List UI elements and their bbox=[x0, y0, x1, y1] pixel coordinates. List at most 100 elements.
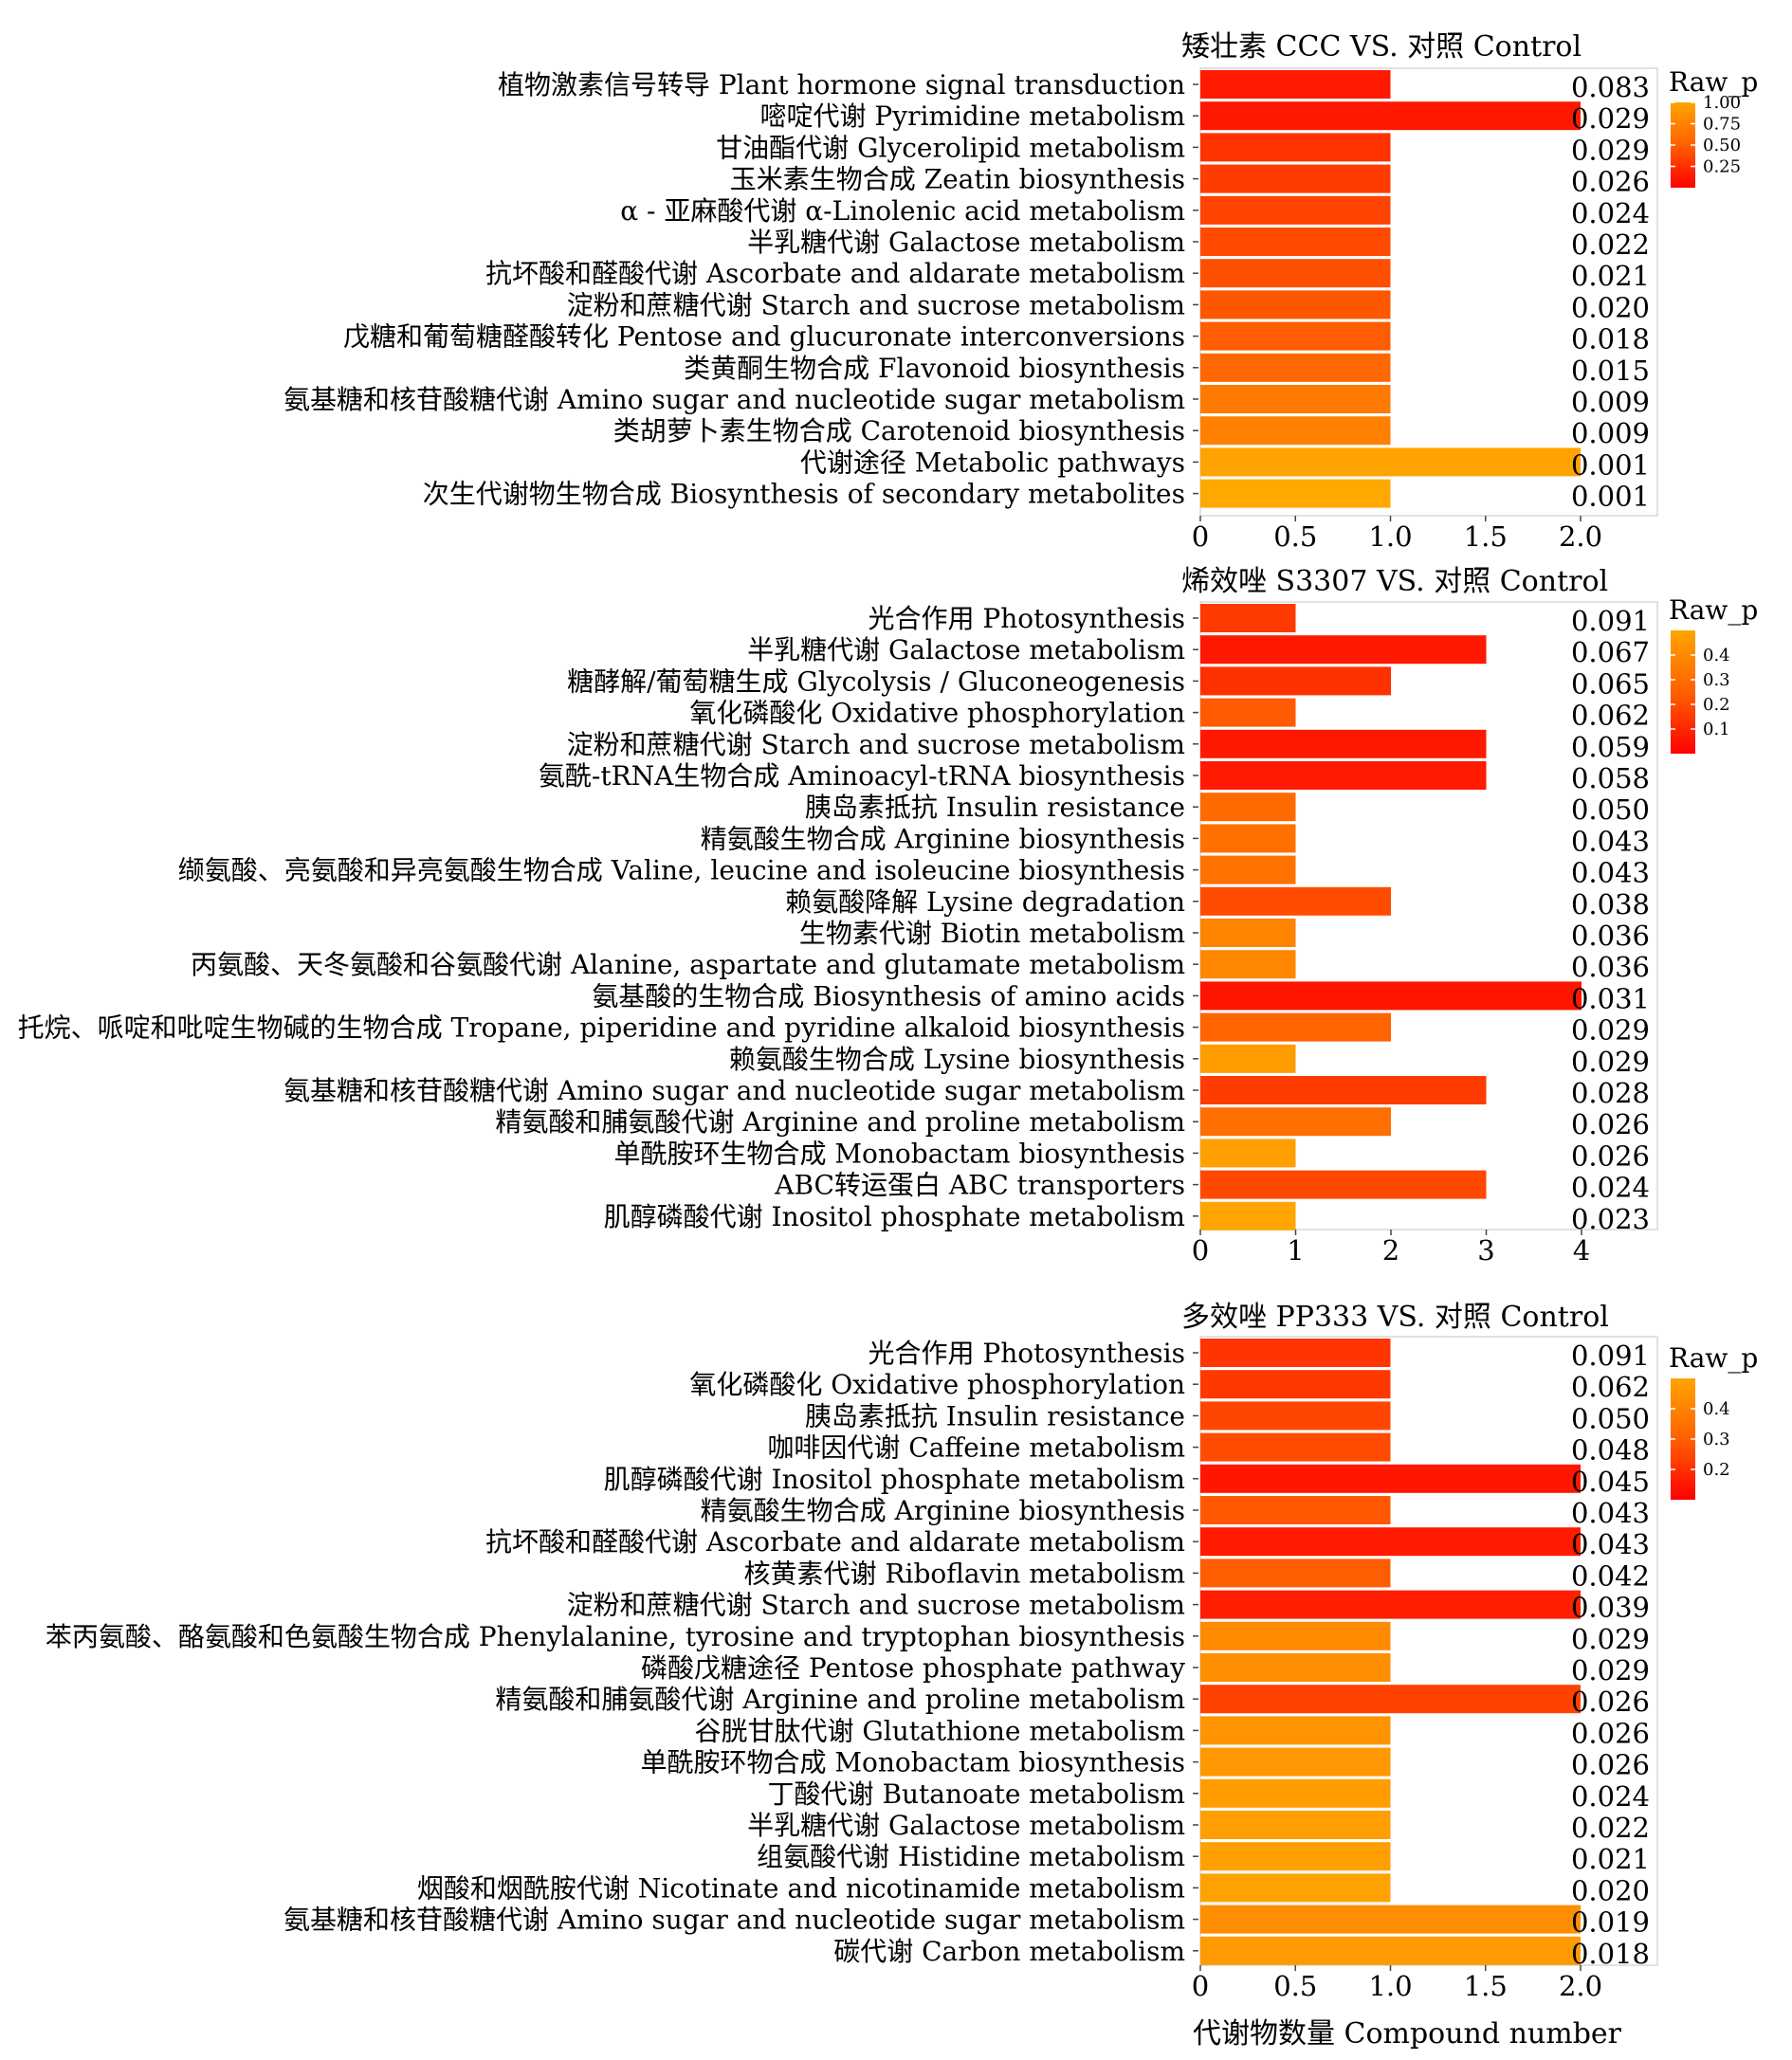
y-tick-label: 精氨酸和脯氨酸代谢 Arginine and proline metabolis… bbox=[495, 1684, 1185, 1715]
y-tick-label: 糖酵解/葡萄糖生成 Glycolysis / Gluconeogenesis bbox=[567, 665, 1185, 697]
bar bbox=[1200, 101, 1581, 131]
y-tick-label: 咖啡因代谢 Caffeine metabolism bbox=[767, 1432, 1185, 1464]
legend-title: Raw_p bbox=[1669, 66, 1758, 98]
y-tick-label: 胰岛素抵抗 Insulin resistance bbox=[805, 792, 1185, 823]
legend-tick-label: 0.25 bbox=[1703, 157, 1741, 177]
legend: Raw_p 0.4 0.3 0.2 0.1 bbox=[1669, 594, 1758, 754]
y-tick-label: α - 亚麻酸代谢 α-Linolenic acid metabolism bbox=[620, 195, 1185, 227]
y-tick-label: 肌醇磷酸代谢 Inositol phosphate metabolism bbox=[604, 1201, 1185, 1232]
bar bbox=[1200, 1527, 1581, 1557]
data-label: 0.009 bbox=[1571, 417, 1650, 449]
data-label: 0.024 bbox=[1571, 1172, 1650, 1204]
y-tick-label: 淀粉和蔗糖代谢 Starch and sucrose metabolism bbox=[567, 289, 1185, 320]
legend-tick-label: 0.1 bbox=[1703, 720, 1730, 739]
legend-colorbar bbox=[1671, 630, 1695, 754]
data-label: 0.042 bbox=[1571, 1559, 1650, 1592]
bar bbox=[1200, 1401, 1391, 1431]
y-tick-label: 代谢途径 Metabolic pathways bbox=[800, 447, 1185, 478]
data-label: 0.043 bbox=[1571, 825, 1650, 857]
y-tick-label: 氨基酸的生物合成 Biosynthesis of amino acids bbox=[592, 980, 1185, 1012]
bar bbox=[1200, 1811, 1391, 1839]
plot-border bbox=[1199, 601, 1658, 1231]
y-tick-label: 氧化磷酸化 Oxidative phosphorylation bbox=[689, 698, 1185, 729]
data-label: 0.031 bbox=[1571, 982, 1650, 1014]
x-tick-label: 1.5 bbox=[1464, 520, 1508, 553]
legend: Raw_p1.000.750.50 0.25 bbox=[1669, 66, 1758, 188]
y-tick-label: 缬氨酸、亮氨酸和异亮氨酸生物合成 Valine, leucine and iso… bbox=[178, 855, 1185, 886]
bar bbox=[1200, 1370, 1391, 1399]
data-label: 0.050 bbox=[1571, 793, 1650, 826]
y-tick-label: 核黄素代谢 Riboflavin metabolism bbox=[744, 1558, 1185, 1589]
bar bbox=[1200, 1201, 1296, 1231]
x-tick-label: 0 bbox=[1192, 1970, 1209, 2002]
bar bbox=[1200, 1076, 1487, 1104]
y-tick-label: 嘧啶代谢 Pyrimidine metabolism bbox=[760, 100, 1185, 132]
x-tick-label: 4 bbox=[1573, 1234, 1590, 1267]
bar bbox=[1200, 1170, 1487, 1199]
data-label: 0.062 bbox=[1571, 1371, 1650, 1403]
bar bbox=[1200, 164, 1391, 193]
x-tick-label: 2.0 bbox=[1559, 520, 1602, 553]
data-label: 0.026 bbox=[1571, 1717, 1650, 1749]
chart-title: 烯效唑 S3307 VS. 对照 Control bbox=[1181, 565, 1608, 598]
data-label: 0.038 bbox=[1571, 888, 1650, 921]
data-label: 0.091 bbox=[1571, 605, 1650, 637]
bar bbox=[1200, 70, 1391, 99]
data-label: 0.001 bbox=[1571, 448, 1650, 481]
data-label: 0.026 bbox=[1571, 1749, 1650, 1781]
bar bbox=[1200, 666, 1391, 696]
data-label: 0.029 bbox=[1571, 1623, 1650, 1655]
y-tick-label: 氧化磷酸化 Oxidative phosphorylation bbox=[689, 1369, 1185, 1400]
data-label: 0.021 bbox=[1571, 1843, 1650, 1875]
data-label: 0.029 bbox=[1571, 134, 1650, 166]
plot-border bbox=[1199, 1336, 1658, 1966]
y-tick-label: 谷胱甘肽代谢 Glutathione metabolism bbox=[695, 1715, 1185, 1746]
y-tick-label: 精氨酸和脯氨酸代谢 Arginine and proline metabolis… bbox=[495, 1106, 1185, 1138]
y-tick-label: 类黄酮生物合成 Flavonoid biosynthesis bbox=[684, 353, 1185, 384]
legend: Raw_p 0.4 0.3 0.2 bbox=[1669, 1342, 1758, 1500]
data-label: 0.091 bbox=[1571, 1340, 1650, 1372]
y-tick-label: 精氨酸生物合成 Arginine biosynthesis bbox=[701, 823, 1185, 854]
legend-tick-label: 0.4 bbox=[1703, 646, 1730, 665]
legend-tick-label: 0.2 bbox=[1703, 695, 1730, 715]
bar bbox=[1200, 1905, 1581, 1934]
data-label: 0.028 bbox=[1571, 1077, 1650, 1109]
data-label: 0.026 bbox=[1571, 166, 1650, 198]
data-label: 0.023 bbox=[1571, 1203, 1650, 1235]
legend-title: Raw_p bbox=[1669, 594, 1758, 626]
data-label: 0.029 bbox=[1571, 1014, 1650, 1047]
chart-panel-2: 烯效唑 S3307 VS. 对照 Control 光合作用 Photosynthe… bbox=[18, 565, 1759, 1267]
legend-tick-label: 0.3 bbox=[1703, 1430, 1730, 1449]
legend-tick-label: 0.75 bbox=[1703, 115, 1741, 135]
y-tick-label: 组氨酸代谢 Histidine metabolism bbox=[757, 1841, 1185, 1872]
data-label: 0.029 bbox=[1571, 102, 1650, 135]
bar bbox=[1200, 447, 1581, 477]
bar bbox=[1200, 1044, 1296, 1073]
x-tick-label: 3 bbox=[1477, 1234, 1494, 1267]
bar bbox=[1200, 919, 1296, 947]
legend-tick-label: 0.2 bbox=[1703, 1460, 1730, 1480]
bar bbox=[1200, 385, 1391, 413]
bar bbox=[1200, 479, 1391, 508]
bar bbox=[1200, 1716, 1391, 1745]
bar bbox=[1200, 1685, 1581, 1714]
legend-tick-label: 0.3 bbox=[1703, 670, 1730, 690]
x-axis-label: 代谢物数量 Compound number bbox=[1193, 2017, 1622, 2051]
bar bbox=[1200, 824, 1296, 853]
bar bbox=[1200, 321, 1391, 351]
bar bbox=[1200, 228, 1391, 256]
bar bbox=[1200, 1339, 1391, 1367]
bar bbox=[1200, 1496, 1391, 1524]
y-tick-label: 类胡萝卜素生物合成 Carotenoid biosynthesis bbox=[613, 415, 1185, 447]
data-label: 0.067 bbox=[1571, 636, 1650, 668]
data-label: 0.043 bbox=[1571, 1528, 1650, 1560]
bar bbox=[1200, 416, 1391, 446]
bar bbox=[1200, 353, 1391, 382]
legend-title: Raw_p bbox=[1669, 1342, 1758, 1374]
y-tick-label: 玉米素生物合成 Zeatin biosynthesis bbox=[730, 164, 1185, 195]
x-tick-label: 1.0 bbox=[1368, 520, 1412, 553]
bar bbox=[1200, 698, 1296, 727]
bar bbox=[1200, 1842, 1391, 1871]
legend-tick-label: 0.50 bbox=[1703, 136, 1741, 155]
